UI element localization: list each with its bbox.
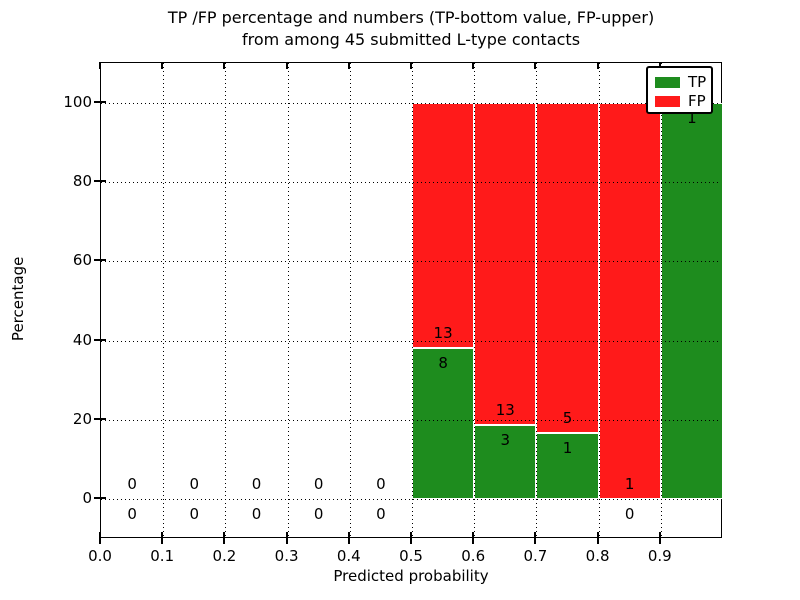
x-axis-tick (472, 532, 475, 544)
bar-fp-segment (412, 102, 475, 349)
bar-fp-segment (598, 102, 661, 500)
v-gridline (163, 63, 165, 537)
tp-count-label: 8 (438, 354, 448, 373)
h-gridline (101, 261, 721, 263)
bar-tp-segment (660, 102, 723, 500)
fp-count-label: 0 (313, 475, 324, 494)
top-axis-tick (285, 62, 288, 69)
tp-count-label: 0 (624, 505, 635, 524)
x-tick-label: 0.8 (585, 547, 610, 565)
chart-title: TP /FP percentage and numbers (TP-bottom… (100, 7, 722, 51)
fp-count-label: 5 (562, 409, 573, 428)
legend-swatch-fp (655, 96, 680, 107)
legend-label-tp: TP (688, 73, 707, 91)
x-tick-label: 0.3 (274, 547, 299, 565)
v-gridline (225, 63, 227, 537)
h-gridline (101, 182, 721, 183)
tp-count-label: 3 (500, 430, 511, 449)
tp-count-label: 0 (313, 505, 324, 524)
fp-count-label: 0 (127, 475, 137, 494)
v-gridline (287, 63, 289, 537)
y-axis-label: Percentage (9, 256, 27, 342)
top-axis-tick (596, 62, 599, 69)
x-tick-label: 0.7 (523, 547, 548, 565)
tp-count-label: 0 (376, 505, 386, 524)
y-tick-label: 40 (72, 330, 92, 349)
top-axis-tick (347, 62, 350, 69)
bar-fp-segment (536, 102, 599, 434)
top-axis-tick (161, 62, 164, 69)
v-gridline (474, 63, 476, 537)
fp-count-label: 0 (376, 475, 386, 494)
tp-count-label: 1 (562, 439, 573, 458)
fp-count-label: 0 (189, 475, 200, 494)
y-axis-tick (94, 100, 106, 103)
top-axis-tick (534, 62, 537, 69)
tp-count-label: 0 (189, 505, 200, 524)
fp-count-label: 0 (251, 475, 262, 494)
top-axis-tick (410, 62, 412, 69)
h-gridline (101, 499, 721, 501)
top-axis-tick (472, 62, 475, 69)
bar-tp-segment (474, 424, 537, 500)
y-axis-tick (94, 497, 106, 500)
x-axis-tick (534, 532, 537, 544)
top-axis-tick (658, 62, 661, 69)
x-axis-tick (99, 532, 101, 544)
v-gridline (660, 63, 662, 537)
x-tick-label: 0.1 (150, 547, 175, 565)
v-gridline (349, 63, 351, 537)
x-tick-label: 0.9 (647, 547, 672, 565)
y-axis-tick (94, 259, 106, 262)
y-tick-label: 0 (82, 489, 92, 508)
x-tick-label: 0.0 (88, 547, 112, 565)
fp-count-label: 13 (495, 400, 515, 419)
y-tick-label: 20 (72, 410, 92, 428)
x-axis-tick (658, 532, 661, 544)
legend-row-tp: TP (655, 73, 711, 92)
x-axis-tick (223, 532, 226, 544)
tp-count-label: 0 (251, 505, 262, 524)
x-tick-label: 0.5 (399, 547, 423, 565)
y-tick-label: 100 (63, 92, 92, 111)
tp-count-label: 0 (127, 505, 137, 524)
x-tick-label: 0.6 (461, 547, 486, 565)
x-axis-tick (596, 532, 599, 544)
fp-count-label: 13 (433, 324, 453, 343)
h-gridline (101, 340, 721, 342)
x-tick-label: 0.2 (212, 547, 237, 565)
plot-area: 0000000000138133511001 (100, 62, 723, 538)
y-axis-tick (94, 180, 106, 182)
bar-fp-segment (474, 102, 537, 425)
x-tick-label: 0.4 (336, 547, 361, 565)
h-gridline (101, 102, 721, 104)
tp-count-label: 1 (687, 108, 697, 127)
x-axis-tick (161, 532, 164, 544)
chart-title-line1: TP /FP percentage and numbers (TP-bottom… (167, 8, 655, 27)
y-tick-label: 80 (72, 172, 92, 190)
y-tick-label: 60 (72, 251, 92, 270)
x-axis-tick (410, 532, 412, 544)
x-axis-tick (347, 532, 350, 544)
v-gridline (412, 63, 413, 537)
legend-row-fp: FP (655, 92, 711, 111)
y-axis-tick (94, 418, 106, 420)
legend-label-fp: FP (688, 92, 706, 110)
top-axis-tick (99, 62, 101, 69)
v-gridline (536, 63, 538, 537)
x-axis-tick (285, 532, 288, 544)
legend-swatch-tp (655, 77, 680, 88)
x-axis-label: Predicted probability (333, 567, 489, 585)
y-axis-tick (94, 338, 106, 341)
chart-title-line2: from among 45 submitted L-type contacts (241, 30, 581, 49)
top-axis-tick (223, 62, 226, 69)
h-gridline (101, 420, 721, 421)
legend: TP FP (646, 66, 713, 114)
fp-count-label: 1 (624, 475, 635, 494)
v-gridline (598, 63, 600, 537)
